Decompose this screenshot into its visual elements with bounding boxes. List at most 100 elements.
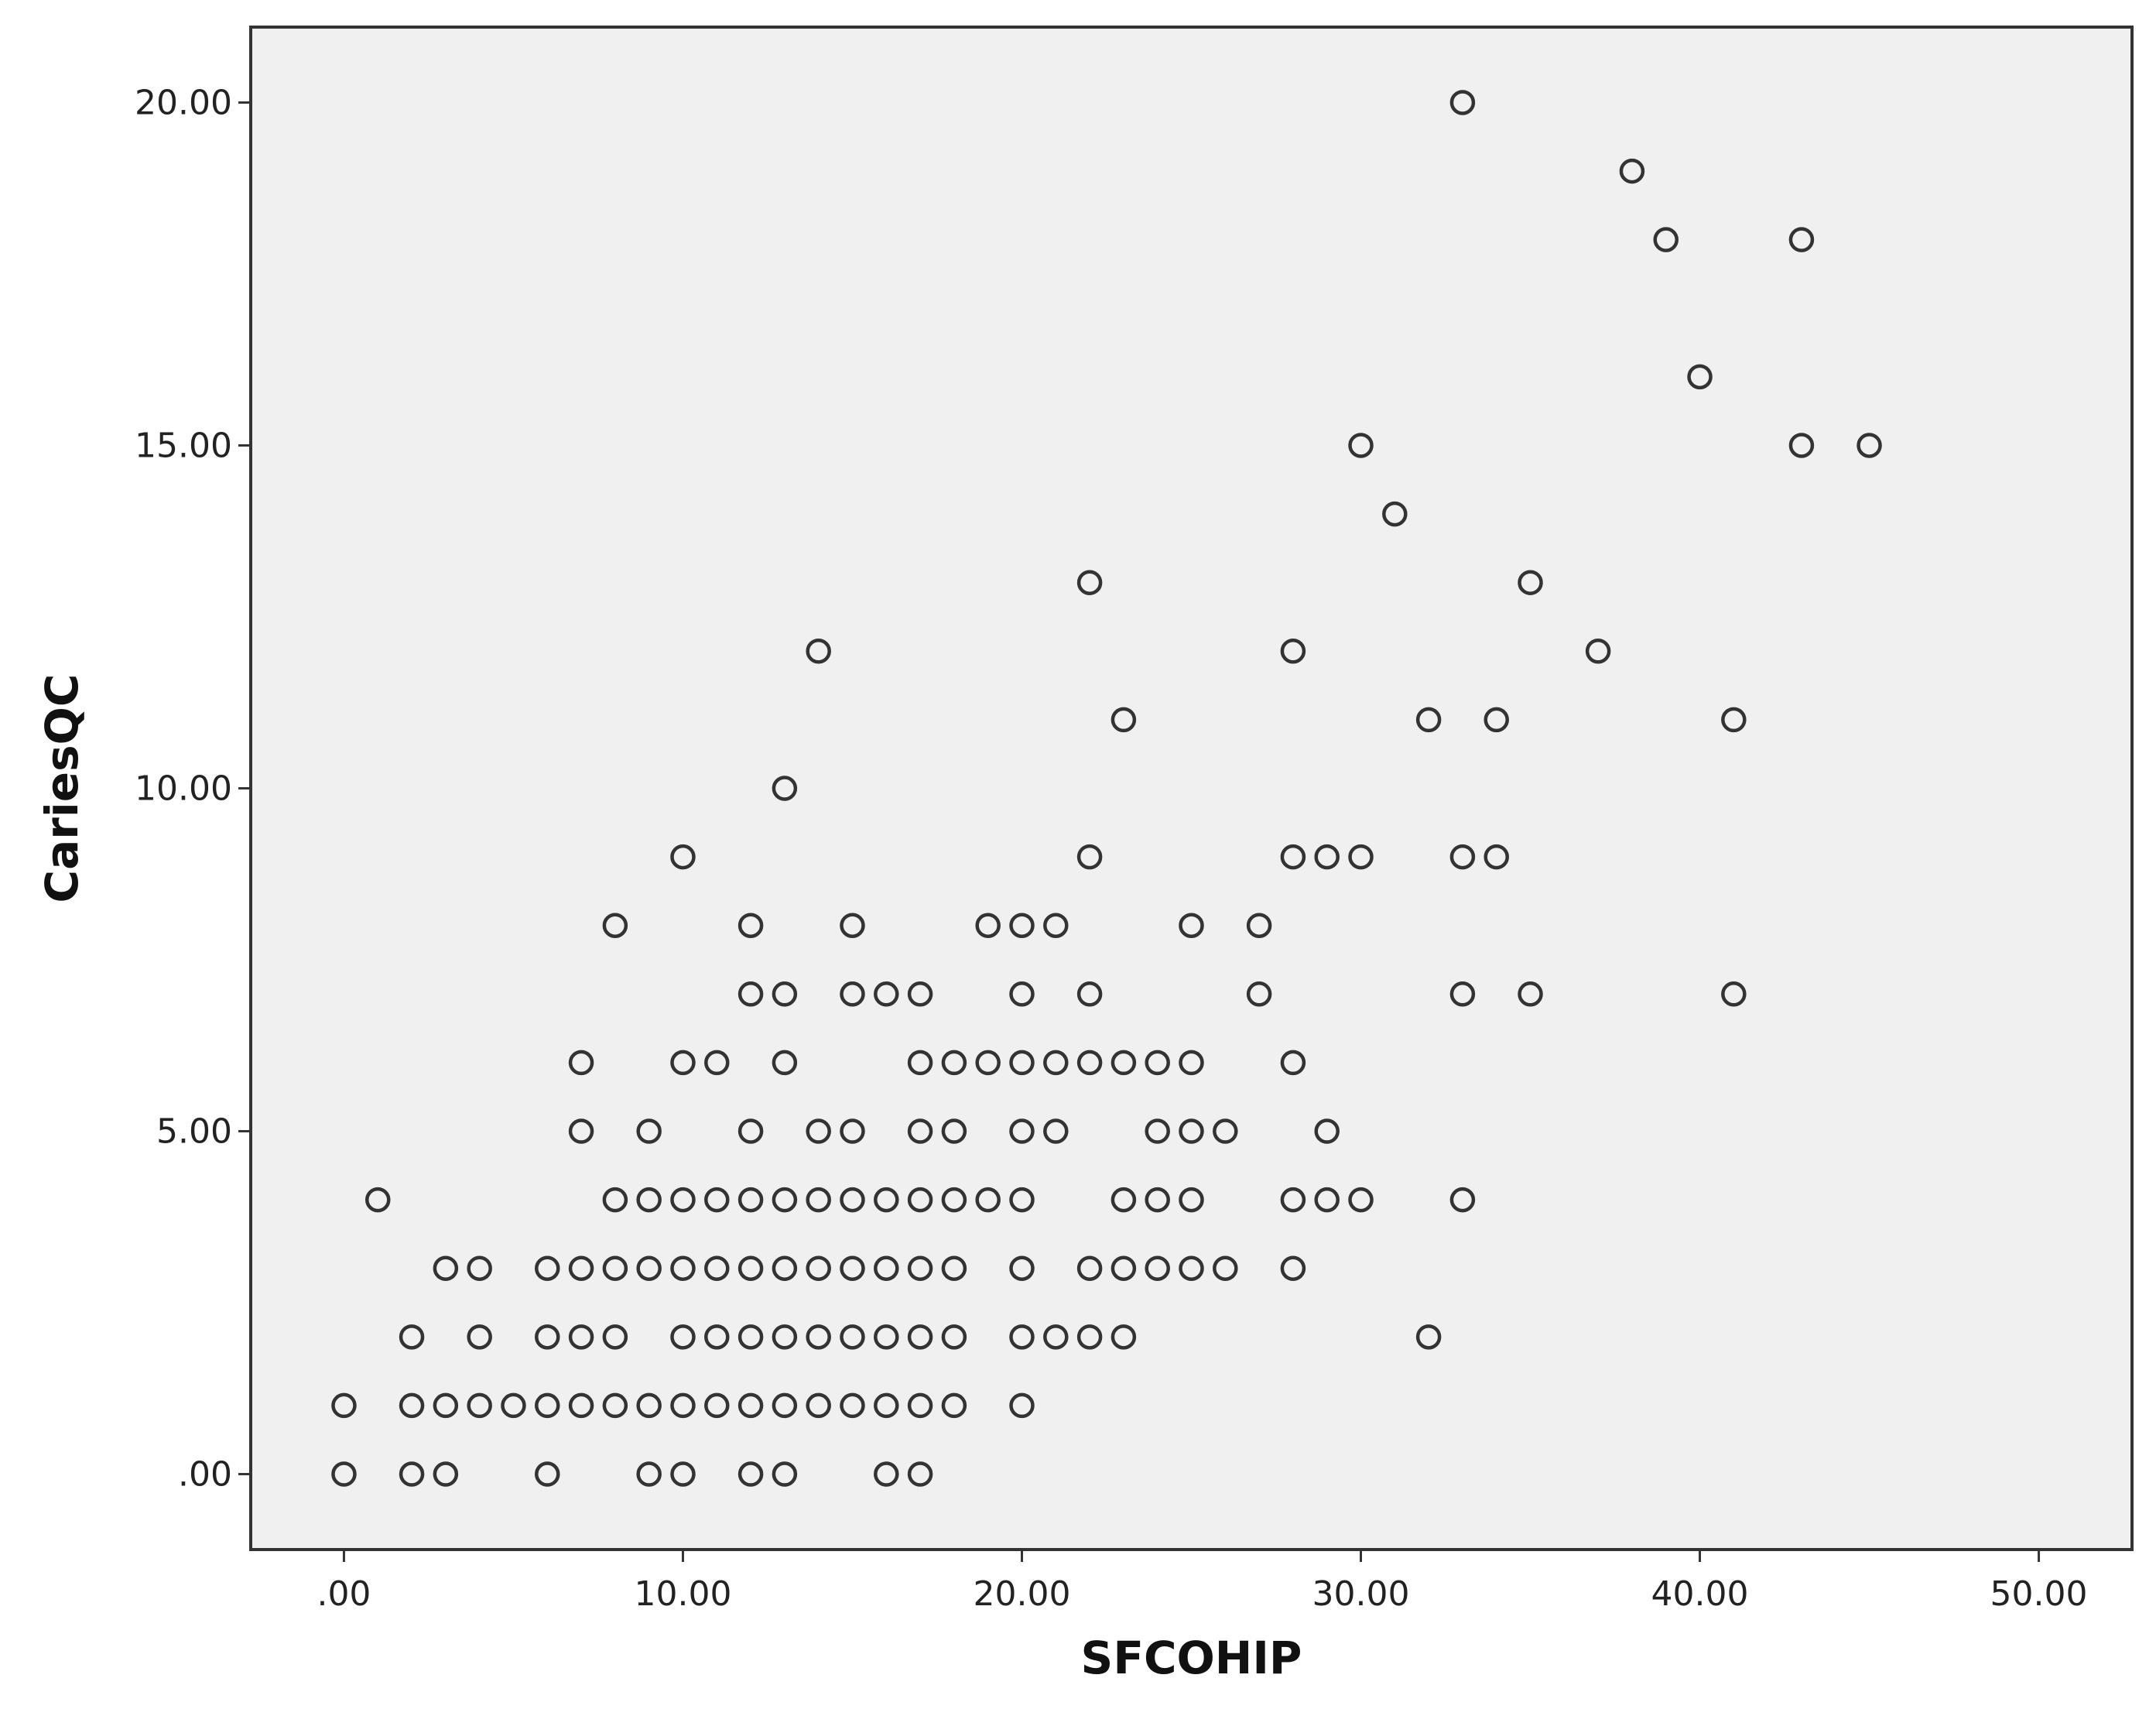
data-point bbox=[1449, 981, 1476, 1007]
data-point bbox=[806, 1118, 831, 1144]
data-point bbox=[1009, 1392, 1035, 1419]
data-point bbox=[602, 1187, 628, 1213]
data-point bbox=[1518, 981, 1543, 1007]
data-point bbox=[874, 1324, 899, 1350]
data-point bbox=[737, 1324, 764, 1350]
data-point bbox=[1179, 913, 1204, 938]
data-point bbox=[467, 1255, 492, 1281]
data-point bbox=[399, 1324, 425, 1350]
data-point bbox=[737, 1461, 764, 1487]
data-point bbox=[636, 1461, 662, 1487]
data-point bbox=[1076, 1050, 1103, 1076]
data-point bbox=[1009, 1255, 1035, 1281]
data-point bbox=[1687, 364, 1713, 390]
data-point bbox=[975, 1050, 1001, 1076]
data-point bbox=[737, 913, 764, 938]
data-point bbox=[1382, 501, 1408, 527]
data-point bbox=[874, 981, 899, 1007]
data-point bbox=[568, 1392, 594, 1419]
data-point bbox=[704, 1255, 730, 1281]
x-axis-ticks: .00 10.00 20.00 30.00 40.00 50.00 bbox=[317, 1550, 2088, 1614]
data-point bbox=[1145, 1187, 1170, 1213]
x-tick-label: 10.00 bbox=[634, 1574, 731, 1614]
y-tick-label: 10.00 bbox=[135, 769, 232, 809]
data-point bbox=[568, 1255, 594, 1281]
data-point bbox=[941, 1324, 967, 1350]
data-point bbox=[806, 1324, 831, 1350]
data-point bbox=[1415, 1324, 1442, 1350]
data-point bbox=[433, 1255, 459, 1281]
data-point bbox=[772, 776, 798, 801]
data-point bbox=[1280, 1187, 1306, 1213]
data-point bbox=[772, 1255, 798, 1281]
data-point bbox=[331, 1392, 357, 1419]
data-point bbox=[1009, 913, 1035, 938]
y-tick-label: .00 bbox=[178, 1455, 232, 1495]
x-tick-label: 20.00 bbox=[974, 1574, 1071, 1614]
data-point bbox=[737, 1118, 764, 1144]
data-point bbox=[1721, 707, 1747, 733]
data-point bbox=[399, 1392, 425, 1419]
data-point bbox=[737, 981, 764, 1007]
data-point bbox=[1788, 227, 1815, 252]
data-point bbox=[1111, 1187, 1137, 1213]
data-point bbox=[1246, 913, 1272, 938]
data-point bbox=[1314, 844, 1340, 870]
data-point bbox=[1449, 1187, 1476, 1213]
data-point bbox=[568, 1118, 594, 1144]
data-point bbox=[737, 1255, 764, 1281]
data-point bbox=[1518, 570, 1543, 595]
data-point bbox=[1009, 1118, 1035, 1144]
data-point bbox=[535, 1255, 560, 1281]
data-point bbox=[806, 1187, 831, 1213]
data-point bbox=[941, 1050, 967, 1076]
data-point bbox=[365, 1187, 391, 1213]
data-point bbox=[1076, 570, 1103, 595]
data-point bbox=[772, 1187, 798, 1213]
data-point bbox=[1145, 1118, 1170, 1144]
data-point bbox=[1076, 844, 1103, 870]
data-point bbox=[670, 1324, 696, 1350]
data-point bbox=[907, 1461, 933, 1487]
data-point bbox=[772, 1392, 798, 1419]
data-point bbox=[1348, 844, 1374, 870]
data-point bbox=[1076, 1324, 1103, 1350]
data-point bbox=[1043, 913, 1069, 938]
y-axis-ticks: .00 5.00 10.00 15.00 20.00 bbox=[135, 83, 251, 1495]
data-point bbox=[670, 1187, 696, 1213]
y-tick-label: 5.00 bbox=[156, 1112, 232, 1152]
data-point bbox=[704, 1392, 730, 1419]
data-point bbox=[1348, 433, 1374, 458]
data-point bbox=[602, 1392, 628, 1419]
data-point bbox=[1246, 981, 1272, 1007]
data-point bbox=[399, 1461, 425, 1487]
data-point bbox=[840, 1118, 865, 1144]
data-point bbox=[1619, 158, 1645, 184]
data-point bbox=[1314, 1118, 1340, 1144]
data-point bbox=[907, 1324, 933, 1350]
data-point bbox=[806, 639, 831, 664]
data-point bbox=[840, 981, 865, 1007]
data-point bbox=[975, 1187, 1001, 1213]
data-point bbox=[1484, 707, 1509, 733]
data-point bbox=[636, 1392, 662, 1419]
data-point bbox=[941, 1392, 967, 1419]
y-tick-label: 20.00 bbox=[135, 83, 232, 122]
data-point bbox=[1213, 1118, 1238, 1144]
data-point bbox=[1043, 1324, 1069, 1350]
data-point bbox=[1179, 1255, 1204, 1281]
data-point bbox=[433, 1461, 459, 1487]
data-points bbox=[331, 90, 1882, 1487]
data-point bbox=[772, 1461, 798, 1487]
data-point bbox=[670, 1255, 696, 1281]
data-point bbox=[602, 1255, 628, 1281]
data-point bbox=[636, 1118, 662, 1144]
data-point bbox=[975, 913, 1001, 938]
data-point bbox=[1213, 1255, 1238, 1281]
data-point bbox=[1585, 639, 1611, 664]
x-tick-label: 50.00 bbox=[1990, 1574, 2088, 1614]
data-point bbox=[433, 1392, 459, 1419]
data-point bbox=[1111, 1050, 1137, 1076]
data-point bbox=[874, 1187, 899, 1213]
data-point bbox=[1348, 1187, 1374, 1213]
